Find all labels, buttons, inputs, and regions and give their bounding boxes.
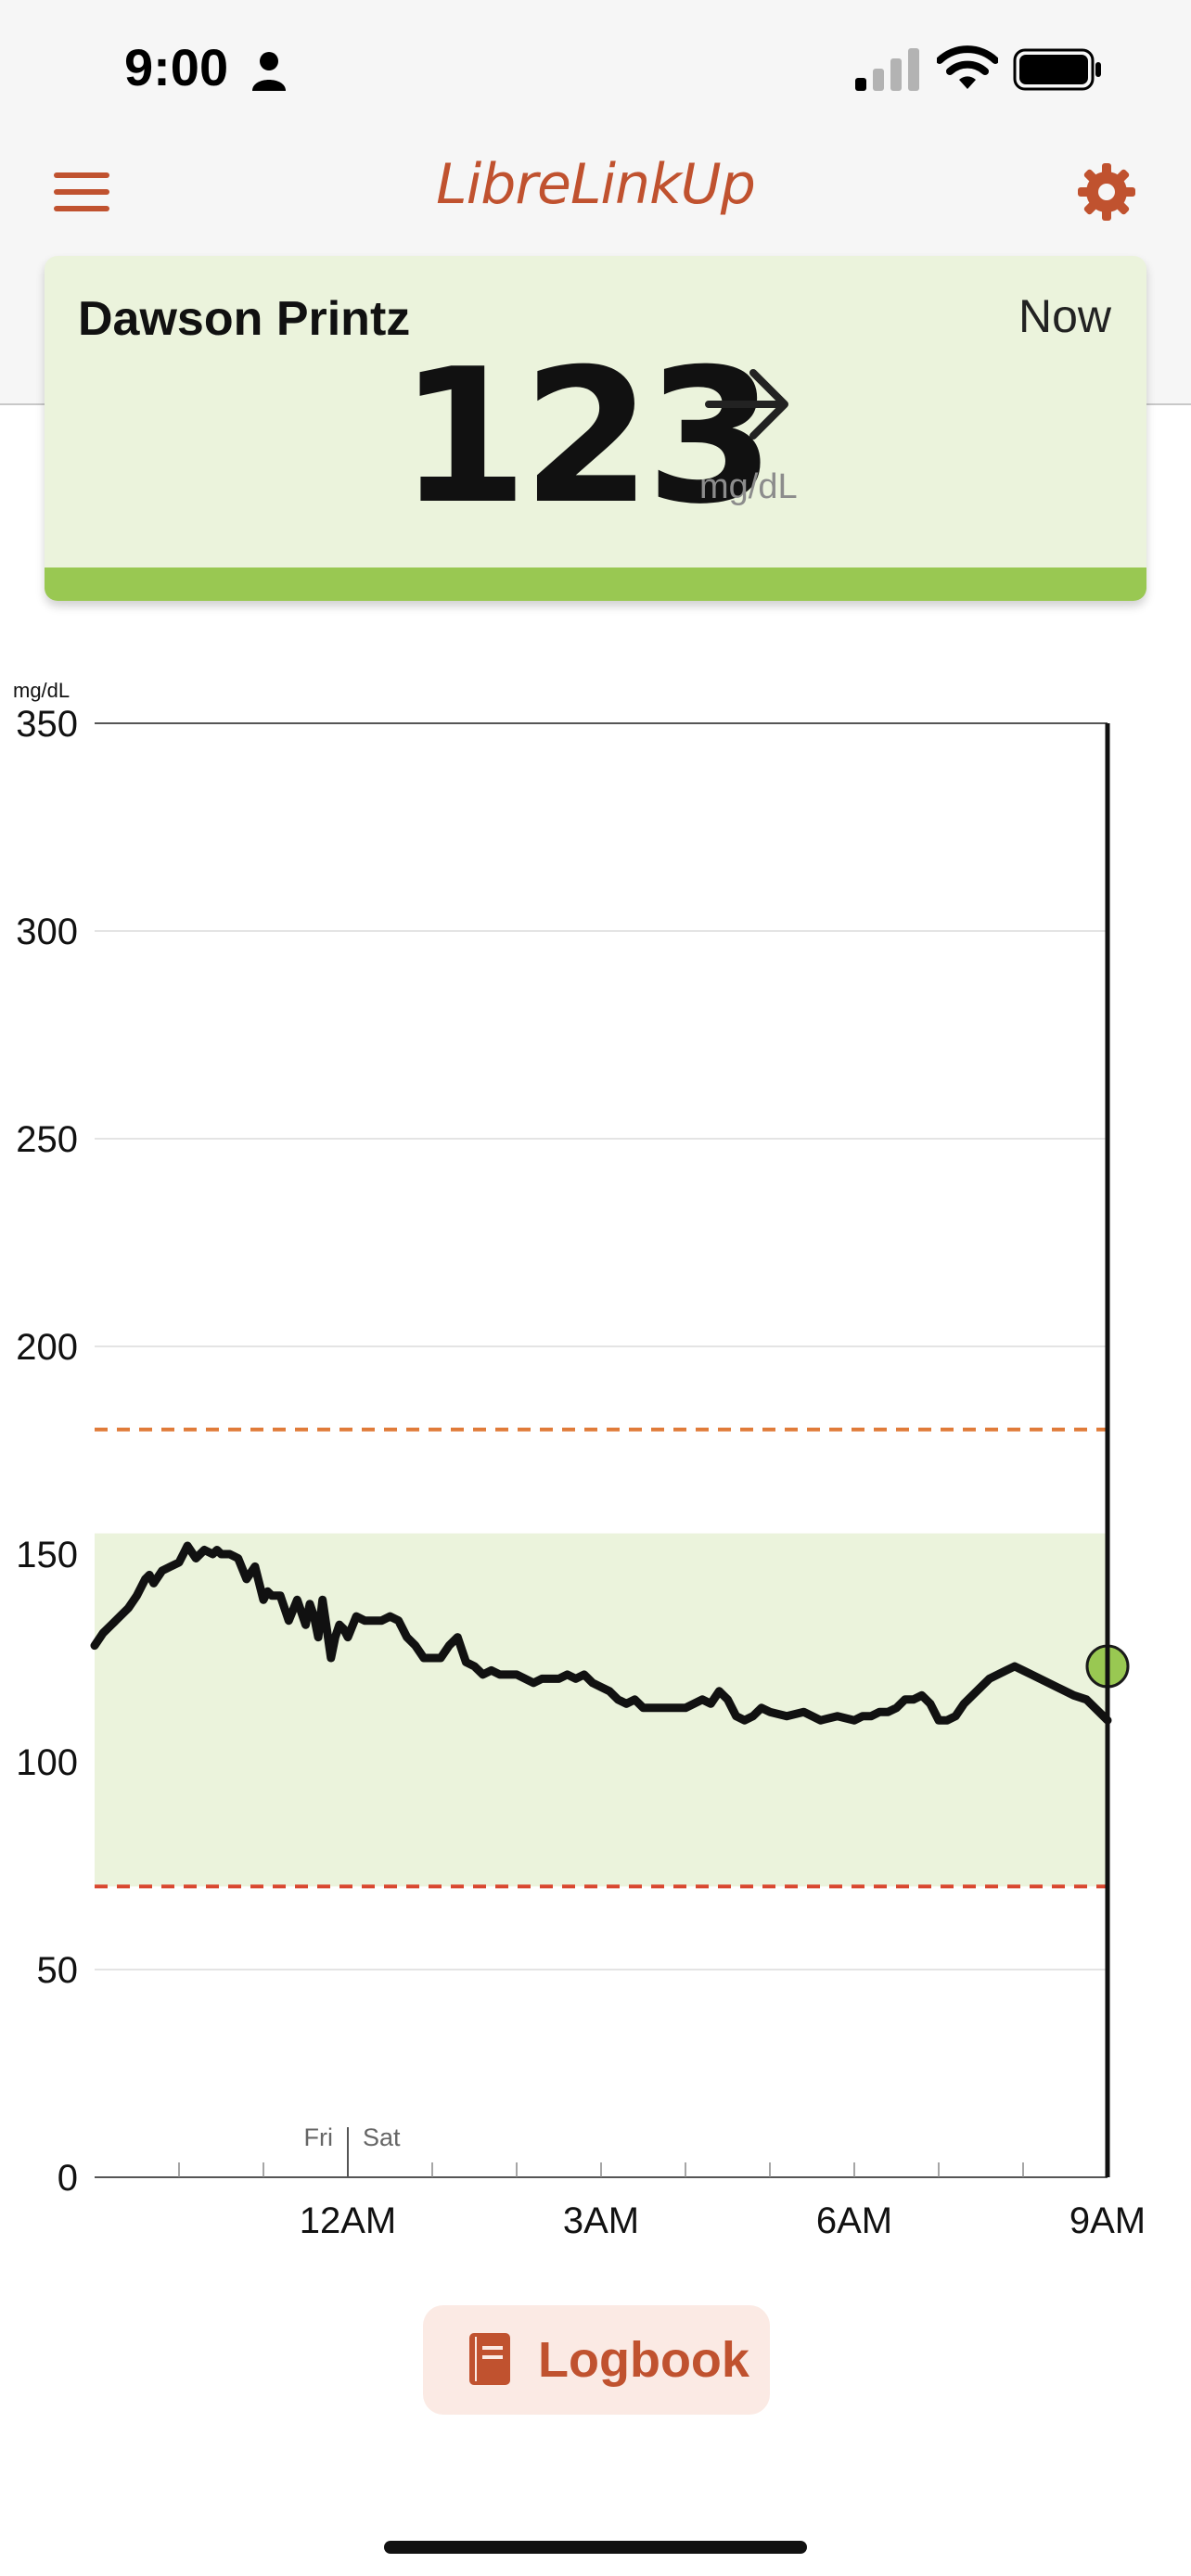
y-axis-unit-label: mg/dL [13, 679, 70, 702]
y-tick-label: 50 [37, 1950, 79, 1991]
status-time: 9:00 [124, 38, 229, 96]
day-label-sat: Sat [363, 2123, 401, 2151]
y-tick-label: 200 [16, 1327, 78, 1368]
cellular-signal-icon [855, 48, 919, 91]
y-tick-label: 250 [16, 1119, 78, 1160]
app-title: LibreLinkUp [436, 152, 756, 217]
x-tick-label: 9AM [1069, 2200, 1146, 2241]
y-tick-label: 350 [16, 704, 78, 745]
arrow-right-icon [705, 369, 788, 440]
logbook-label: Logbook [538, 2332, 749, 2388]
reading-time: Now [1018, 290, 1111, 342]
day-label-fri: Fri [304, 2123, 333, 2151]
x-tick-label: 12AM [300, 2200, 397, 2241]
person-icon [252, 52, 286, 91]
x-tick-label: 3AM [563, 2200, 639, 2241]
patient-name: Dawson Printz [78, 292, 411, 346]
book-icon [469, 2333, 510, 2385]
glucose-unit: mg/dL [699, 467, 798, 506]
hamburger-icon[interactable] [54, 169, 111, 215]
y-tick-label: 100 [16, 1742, 78, 1783]
logbook-button[interactable]: Logbook [423, 2305, 770, 2415]
y-tick-label: 300 [16, 912, 78, 952]
x-tick-label: 6AM [816, 2200, 892, 2241]
gear-icon[interactable] [1078, 163, 1135, 221]
in-range-stripe [45, 567, 1146, 601]
glucose-series-line [90, 1541, 1112, 1725]
wifi-icon [937, 45, 998, 89]
glucose-reading-card[interactable]: Dawson Printz Now 123 mg/dL [45, 256, 1146, 601]
y-tick-label: 150 [16, 1535, 78, 1575]
battery-icon [1013, 48, 1101, 91]
glucose-value: 123 [399, 329, 775, 545]
status-bar: 9:00 [0, 0, 1191, 139]
y-tick-label: 0 [58, 2158, 78, 2199]
home-indicator [384, 2541, 807, 2554]
glucose-chart: mg/dL 0 50 100 150 200 250 300 350 Fri Sat 12AM 3AM… [13, 679, 1146, 2241]
